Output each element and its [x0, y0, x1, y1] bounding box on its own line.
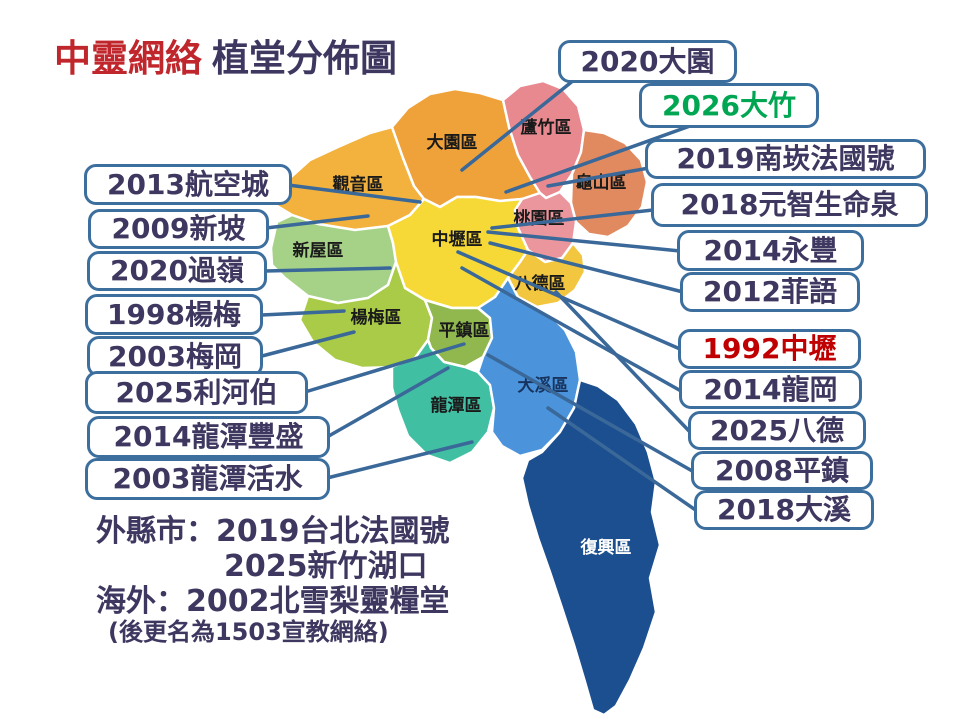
- callout-label: 2003梅岡: [108, 339, 242, 373]
- district-guishan: [569, 128, 649, 239]
- connector-yangmei-1998: [260, 309, 346, 317]
- callout-label: 2026大竹: [662, 88, 796, 122]
- district-label-guanyin: 觀音區: [333, 174, 384, 195]
- callout-label: 2025八德: [710, 413, 844, 447]
- callout-connectors: [260, 78, 699, 513]
- callout-label: 2003龍潭活水: [112, 462, 303, 495]
- callout-yuanzhi-2018: 2018元智生命泉: [651, 183, 928, 227]
- callout-guoling: 2020過嶺: [87, 251, 267, 291]
- district-label-xinwu: 新屋區: [293, 240, 344, 261]
- footer-line-overseas: 海外：2002北雪梨靈糧堂: [96, 584, 450, 619]
- callout-zhongli-1992: 1992中壢: [678, 329, 861, 369]
- district-label-longtan: 龍潭區: [431, 395, 482, 416]
- callout-label: 2018元智生命泉: [680, 188, 899, 221]
- connector-feiyu-2012: [488, 241, 685, 294]
- connector-xinpo: [264, 214, 370, 230]
- callout-feiyu-2012: 2012菲語: [680, 272, 860, 312]
- callout-dayuan-2020: 2020大園: [558, 40, 737, 83]
- callout-yangmei-1998: 1998楊梅: [85, 294, 263, 335]
- callout-nankan-2019: 2019南崁法國號: [645, 139, 926, 179]
- footer-line-renamed: (後更名為1503宣教網絡): [108, 618, 389, 646]
- connector-longtan-fengsheng: [325, 366, 450, 439]
- callout-label: 2009新坡: [111, 212, 246, 245]
- title-brand: 中靈網絡: [54, 37, 202, 80]
- callout-label: 2008平鎮: [715, 453, 849, 487]
- district-fuxing: [520, 378, 662, 717]
- connector-yongfeng-2014: [486, 230, 682, 253]
- callout-label: 2012菲語: [703, 275, 837, 308]
- connector-meigang: [260, 330, 356, 358]
- title-subtitle: 植堂分佈圖: [212, 37, 397, 80]
- callout-label: 2018大溪: [717, 493, 851, 526]
- district-label-dayuan: 大園區: [427, 132, 478, 153]
- connector-bade-2025: [554, 290, 692, 434]
- callout-bade-2025: 2025八德: [688, 411, 866, 450]
- connector-guoling: [263, 266, 392, 273]
- district-label-fuxing: 復興區: [580, 537, 632, 558]
- district-shapes: [269, 79, 662, 717]
- callout-hangkongcheng: 2013航空城: [84, 164, 292, 205]
- connector-yuanzhi-2018: [490, 208, 655, 230]
- callout-lihebo: 2025利河伯: [85, 371, 308, 414]
- callout-label: 2014龍岡: [703, 372, 838, 406]
- callout-label: 2020大園: [580, 44, 715, 78]
- connector-pingzhen-2008: [486, 353, 696, 474]
- connector-longgang-2014: [460, 266, 683, 393]
- callout-label: 2025利河伯: [115, 375, 278, 409]
- connector-nankan-2019: [546, 166, 651, 188]
- connector-longtan-huoshui: [325, 440, 474, 480]
- footer-line-other-counties: 外縣市：2019台北法國號: [96, 514, 450, 549]
- connector-zhongli-1992: [456, 250, 682, 351]
- district-label-yangmei: 楊梅區: [351, 307, 402, 328]
- connector-daxi-2018: [546, 406, 699, 513]
- footer-notes: 外縣市：2019台北法國號 2025新竹湖口 海外：2002北雪梨靈糧堂 (後更…: [96, 514, 450, 646]
- callout-label: 2013航空城: [107, 167, 269, 201]
- page-title: 中靈網絡 植堂分佈圖: [54, 28, 397, 82]
- footer-line-hsinchu: 2025新竹湖口: [224, 549, 428, 584]
- connector-dayuan-2020: [460, 78, 576, 172]
- callout-longtan-huoshui: 2003龍潭活水: [85, 458, 330, 500]
- callout-label: 2014龍潭豐盛: [113, 420, 304, 453]
- district-label-bade: 八德區: [515, 273, 566, 294]
- connector-lihebo: [303, 342, 466, 394]
- callout-pingzhen-2008: 2008平鎮: [691, 451, 873, 490]
- callout-label: 2019南崁法國號: [676, 142, 895, 175]
- callout-longgang-2014: 2014龍岡: [679, 370, 862, 409]
- connector-dazhu-2026: [504, 124, 692, 194]
- callout-xinpo: 2009新坡: [88, 209, 269, 249]
- callout-label: 1992中壢: [702, 332, 837, 365]
- connector-hangkongcheng: [286, 183, 422, 204]
- district-label-luzhu: 蘆竹區: [521, 117, 572, 138]
- district-label-zhongli: 中壢區: [432, 229, 483, 250]
- callout-dazhu-2026: 2026大竹: [639, 83, 819, 128]
- callout-longtan-fengsheng: 2014龍潭豐盛: [87, 416, 330, 458]
- callout-daxi-2018: 2018大溪: [694, 490, 874, 530]
- callout-yongfeng-2014: 2014永豐: [677, 230, 864, 271]
- district-label-pingzhen: 平鎮區: [439, 320, 490, 341]
- callout-label: 1998楊梅: [107, 297, 241, 331]
- callout-label: 2014永豐: [703, 233, 838, 267]
- callout-label: 2020過嶺: [110, 254, 244, 287]
